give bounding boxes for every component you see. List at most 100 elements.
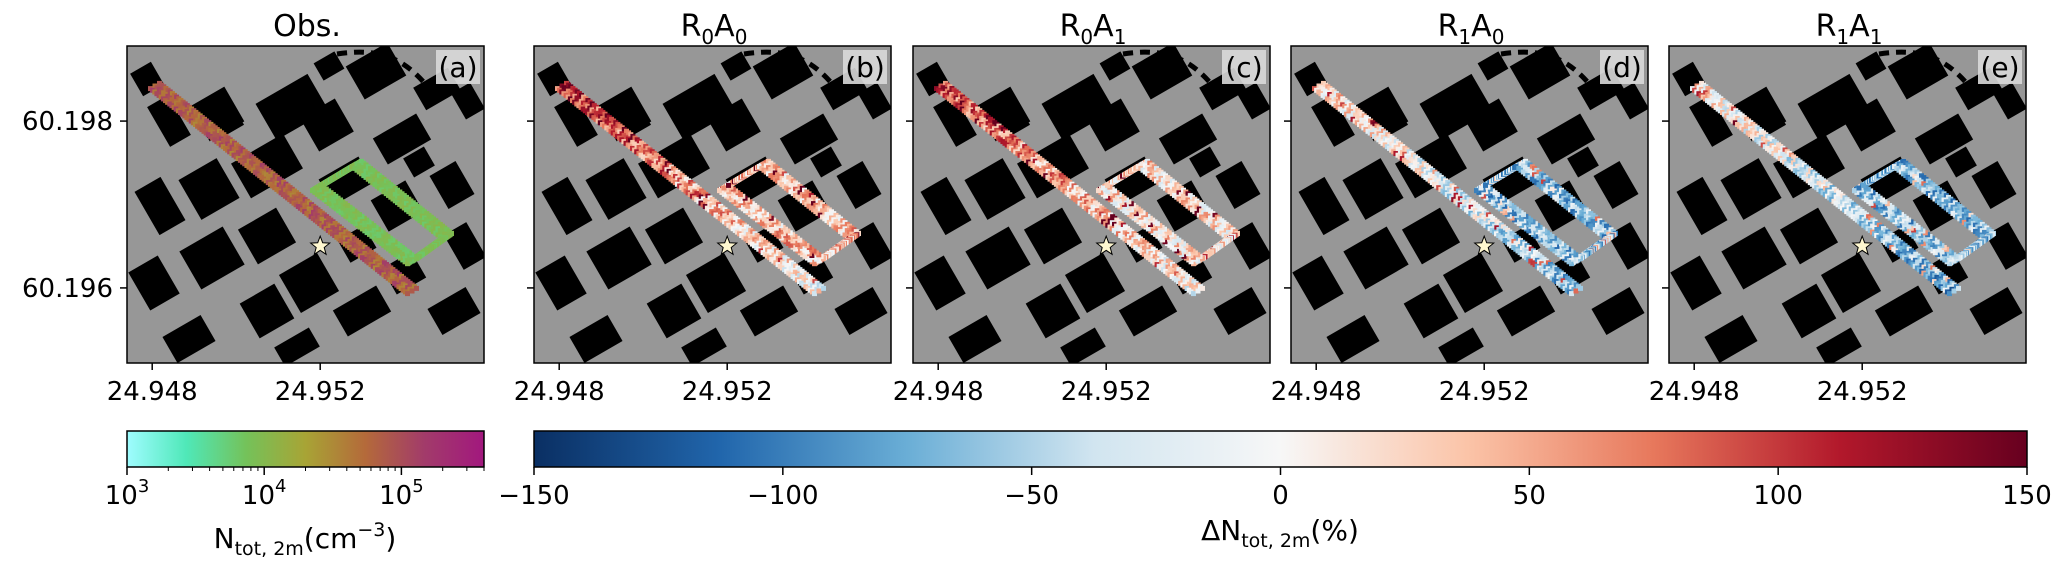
building bbox=[1781, 283, 1837, 339]
building bbox=[1704, 315, 1758, 363]
building-row bbox=[1878, 49, 1971, 88]
building bbox=[850, 222, 891, 270]
track-cell bbox=[314, 185, 320, 191]
colorbar-obs-gradient bbox=[126, 430, 485, 468]
colorbar-delta-tick-label: 150 bbox=[2002, 481, 2052, 511]
building bbox=[1041, 73, 1115, 141]
building bbox=[239, 283, 295, 339]
building bbox=[1855, 51, 1887, 81]
panel-e: R1A1 (e)24.948 24.952 bbox=[1649, 9, 2027, 407]
colorbar-obs-tick-label: 104 bbox=[242, 476, 287, 511]
station-star-icon bbox=[1095, 234, 1118, 256]
building bbox=[1874, 285, 1934, 337]
track-cell bbox=[726, 182, 731, 188]
panel-label-text: (c) bbox=[1225, 51, 1262, 84]
x-tick-label: 24.948 bbox=[107, 377, 198, 407]
track-cell bbox=[1578, 285, 1583, 291]
track-cell bbox=[812, 291, 817, 297]
building-row bbox=[1122, 49, 1215, 88]
building bbox=[147, 95, 191, 147]
x-tick-label: 24.952 bbox=[275, 377, 366, 407]
building bbox=[1591, 287, 1645, 335]
building bbox=[1326, 315, 1380, 363]
x-tick-label: 24.952 bbox=[1817, 377, 1908, 407]
building bbox=[1395, 133, 1467, 199]
track-cells bbox=[555, 80, 861, 297]
building bbox=[1025, 283, 1081, 339]
panel-label-box bbox=[1600, 50, 1644, 84]
track-cell bbox=[1096, 188, 1101, 194]
track-cells bbox=[1312, 80, 1618, 297]
track-cell bbox=[1861, 182, 1866, 188]
building bbox=[427, 287, 481, 335]
x-tick-label: 24.948 bbox=[1649, 377, 1740, 407]
track-cell bbox=[1947, 291, 1952, 297]
colorbar-delta-label: ΔNtot, 2m(%) bbox=[1201, 514, 1359, 552]
panel-c: R0A1 (c)24.948 24.952 bbox=[893, 9, 1271, 407]
building bbox=[1343, 226, 1409, 290]
building bbox=[685, 252, 747, 314]
building bbox=[332, 285, 392, 337]
panel-title: R1A0 bbox=[1438, 9, 1505, 49]
x-tick-label: 24.952 bbox=[1439, 377, 1530, 407]
building bbox=[255, 73, 329, 141]
building bbox=[1721, 226, 1787, 290]
building bbox=[237, 207, 297, 265]
building bbox=[278, 252, 340, 314]
building bbox=[834, 287, 888, 335]
building bbox=[162, 315, 216, 363]
building bbox=[450, 82, 484, 120]
panel-label: (a) bbox=[436, 50, 480, 84]
building bbox=[313, 51, 345, 81]
panel-d: R1A0 (d)24.948 24.952 bbox=[1271, 9, 1649, 407]
building bbox=[1158, 113, 1218, 165]
building bbox=[1985, 222, 2026, 270]
building bbox=[1945, 146, 1977, 178]
colorbar-obs-tick-label: 103 bbox=[105, 476, 150, 511]
track-cell bbox=[1195, 288, 1201, 294]
colorbar-delta-tick-label: 50 bbox=[1513, 481, 1546, 511]
panel-label-text: (a) bbox=[438, 51, 477, 84]
building bbox=[1914, 113, 1974, 165]
building bbox=[779, 113, 839, 165]
track-cell bbox=[310, 188, 315, 194]
map-area bbox=[1291, 46, 1648, 363]
building bbox=[1842, 98, 1896, 152]
building bbox=[1720, 158, 1782, 220]
colorbar-delta-tick-label: −50 bbox=[1004, 481, 1059, 511]
building bbox=[1971, 161, 2017, 209]
panel-label: (b) bbox=[843, 50, 887, 84]
building bbox=[1189, 146, 1221, 178]
building bbox=[403, 146, 435, 178]
station-star-icon bbox=[309, 234, 332, 256]
building bbox=[1099, 51, 1131, 81]
track-cell bbox=[721, 185, 727, 191]
building bbox=[1753, 102, 1787, 136]
building bbox=[128, 255, 180, 311]
colorbar-delta: ΔNtot, 2m(%) −150 −100 −50 0 50 100 150 bbox=[498, 430, 2052, 552]
x-tick-label: 24.948 bbox=[893, 377, 984, 407]
x-tick-label: 24.952 bbox=[1061, 377, 1152, 407]
track-cell bbox=[409, 288, 415, 294]
building bbox=[1064, 252, 1126, 314]
building bbox=[720, 51, 752, 81]
panel-label: (c) bbox=[1222, 50, 1266, 84]
track-cell bbox=[1200, 285, 1205, 291]
track-cell bbox=[1191, 291, 1196, 297]
track-cells bbox=[1690, 80, 1996, 297]
building bbox=[1670, 255, 1722, 311]
track-cell bbox=[1105, 182, 1110, 188]
colorbar-delta-tick-label: −100 bbox=[747, 481, 818, 511]
building bbox=[1292, 255, 1344, 311]
panel-label-text: (b) bbox=[845, 51, 885, 84]
y-tick-label: 60.196 bbox=[22, 274, 113, 304]
colorbar-obs-label: Ntot, 2m(cm−3) bbox=[214, 519, 397, 560]
panel-label-box bbox=[1222, 50, 1266, 84]
building bbox=[810, 146, 842, 178]
building bbox=[535, 255, 587, 311]
building bbox=[1567, 146, 1599, 178]
building bbox=[914, 255, 966, 311]
map-area bbox=[127, 46, 484, 363]
building bbox=[179, 226, 245, 290]
building bbox=[707, 98, 761, 152]
